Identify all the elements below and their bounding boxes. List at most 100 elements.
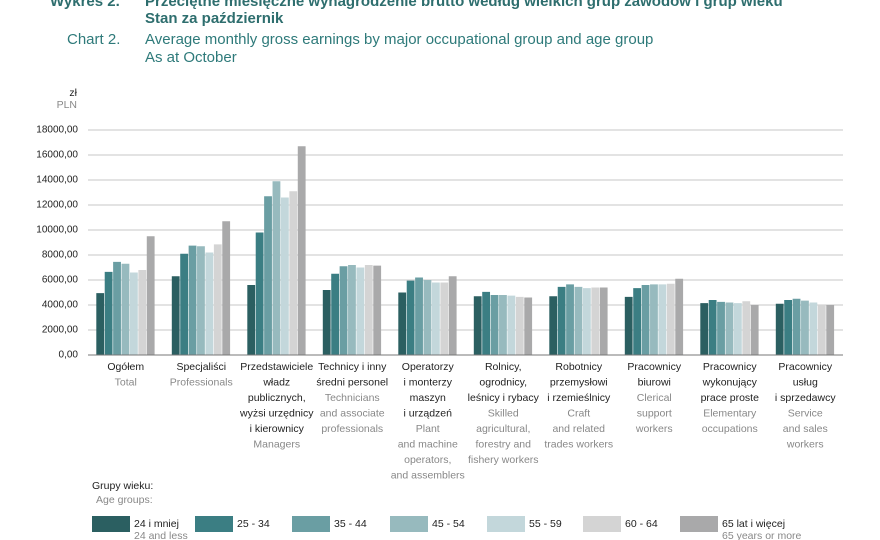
- x-tick-label: usług: [793, 376, 818, 388]
- legend-label-en: 24 and less: [134, 530, 188, 540]
- x-tick-label-en: support: [637, 407, 672, 419]
- x-tick-label-en: professionals: [321, 423, 383, 435]
- x-tick-label-en: and associate: [320, 407, 385, 419]
- bar: [272, 181, 281, 355]
- legend-swatch: [92, 516, 130, 532]
- y-tick-label: 18000,00: [36, 125, 78, 136]
- bar: [784, 300, 793, 355]
- legend-swatch: [487, 516, 525, 532]
- bar: [180, 253, 189, 355]
- x-tick-label: wykonujący: [702, 376, 758, 388]
- x-tick-label-en: occupations: [702, 423, 758, 435]
- x-tick-label: maszyn: [410, 392, 446, 404]
- x-tick-label: Robotnicy: [555, 361, 602, 373]
- bar: [650, 284, 658, 355]
- bar: [499, 295, 507, 355]
- legend-title-pl: Grupy wieku:: [92, 480, 153, 492]
- x-tick-label: i monterzy: [404, 376, 453, 388]
- bar: [373, 265, 382, 355]
- x-tick-label-en: Total: [115, 376, 137, 388]
- bar: [348, 265, 356, 355]
- legend-label: 55 - 59: [529, 518, 562, 530]
- legend-label: 25 - 34: [237, 518, 270, 530]
- bar: [775, 303, 784, 355]
- bar: [708, 300, 717, 355]
- x-tick-label-en: trades workers: [544, 438, 613, 450]
- bar: [582, 288, 591, 355]
- bar: [222, 221, 231, 355]
- x-tick-label: publicznych,: [248, 392, 306, 404]
- x-tick-label: Pracownicy: [778, 361, 832, 373]
- x-tick-label: przemysłowi: [550, 376, 608, 388]
- x-tick-label-en: Plant: [416, 423, 440, 435]
- bar: [809, 302, 818, 355]
- title-label-en: Chart 2.: [67, 31, 120, 48]
- x-tick-label: Przedstawiciele: [240, 361, 313, 373]
- bar: [171, 276, 180, 355]
- bar: [448, 276, 457, 355]
- x-tick-label-en: fishery workers: [468, 454, 539, 466]
- bar: [247, 285, 256, 355]
- bar: [742, 301, 751, 355]
- bar: [675, 278, 684, 355]
- bar: [599, 287, 608, 355]
- x-tick-label: biurowi: [638, 376, 671, 388]
- x-tick-label-en: Skilled: [488, 407, 519, 419]
- y-tick-label: 12000,00: [36, 200, 78, 211]
- y-tick-label: 2000,00: [42, 325, 79, 336]
- x-tick-label: prace proste: [701, 392, 760, 404]
- legend-label: 35 - 44: [334, 518, 367, 530]
- bar: [138, 270, 147, 355]
- bar: [113, 261, 121, 355]
- x-tick-label: Technicy i inny: [318, 361, 387, 373]
- x-tick-label-en: workers: [786, 438, 824, 450]
- y-tick-label: 6000,00: [42, 275, 79, 286]
- bar: [826, 305, 835, 355]
- x-tick-label-en: operators,: [404, 454, 451, 466]
- bar: [440, 282, 449, 355]
- bar: [750, 305, 759, 355]
- bar: [801, 300, 809, 355]
- x-tick-label: leśnicy i rybacy: [468, 392, 540, 404]
- legend-swatch: [195, 516, 233, 532]
- legend-swatch: [292, 516, 330, 532]
- legend-label: 24 i mniej: [134, 518, 179, 530]
- bar: [733, 303, 742, 355]
- x-tick-label: wyżsi urzędnicy: [239, 407, 314, 419]
- bar: [213, 244, 222, 355]
- bar: [666, 283, 675, 355]
- x-tick-label: Rolnicy,: [485, 361, 522, 373]
- bar: [566, 284, 574, 355]
- x-tick-label-en: Craft: [567, 407, 590, 419]
- bar: [406, 280, 415, 355]
- y-tick-label: 4000,00: [42, 300, 79, 311]
- x-tick-label: ogrodnicy,: [479, 376, 527, 388]
- bar: [297, 146, 306, 355]
- bar: [255, 232, 264, 355]
- x-tick-label: Operatorzy: [402, 361, 455, 373]
- x-tick-label: Ogółem: [107, 361, 144, 373]
- x-tick-label: średni personel: [316, 376, 388, 388]
- bar: [289, 191, 298, 355]
- x-tick-label-en: Service: [788, 407, 823, 419]
- x-tick-label: Pracownicy: [627, 361, 681, 373]
- legend-label-en: 65 years or more: [722, 530, 802, 540]
- bar: [264, 196, 272, 355]
- x-tick-label-en: Elementary: [703, 407, 757, 419]
- title-label-pl: Wykres 2.: [50, 0, 120, 10]
- bar: [146, 236, 155, 355]
- bar: [490, 295, 499, 355]
- y-tick-label: 10000,00: [36, 225, 78, 236]
- bar: [700, 303, 709, 355]
- bar: [725, 302, 734, 355]
- bar: [557, 286, 566, 355]
- legend-label: 65 lat i więcej: [722, 518, 785, 530]
- x-tick-label-en: and assemblers: [391, 469, 465, 481]
- legend-swatch: [680, 516, 718, 532]
- legend-title-en: Age groups:: [96, 494, 153, 506]
- bar: [507, 295, 516, 355]
- bar: [121, 263, 130, 355]
- y-tick-label: 16000,00: [36, 150, 78, 161]
- x-tick-label: i urządzeń: [404, 407, 453, 419]
